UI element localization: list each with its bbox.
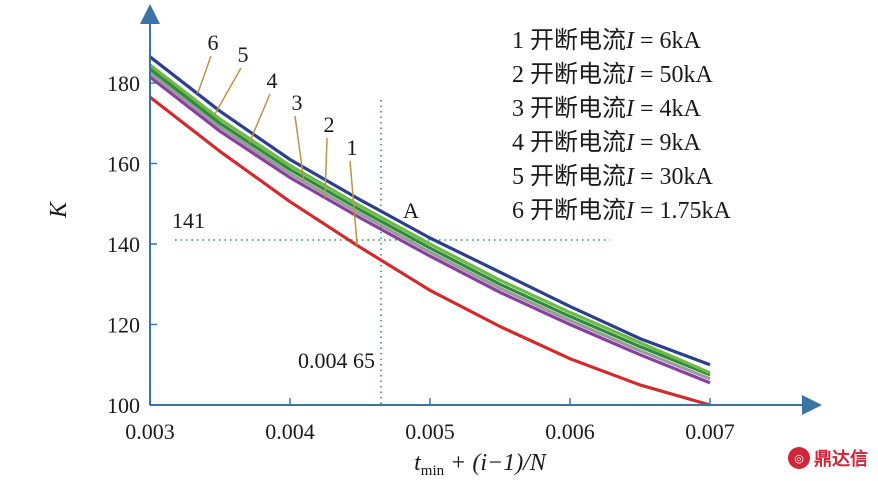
legend-item-2: 2 开断电流I = 50kA [512, 61, 714, 88]
curve-label-6: 6 [208, 30, 219, 55]
legend-item-6: 6 开断电流I = 1.75kA [512, 197, 732, 224]
y-tick-label: 160 [107, 152, 140, 177]
curve-label-3: 3 [292, 90, 303, 115]
x-tick-label: 0.004 [265, 419, 315, 444]
y-axis-title: K [46, 200, 72, 219]
legend-item-3: 3 开断电流I = 4kA [512, 95, 702, 122]
ref-y-label: 141 [172, 208, 205, 233]
legend-item-5: 5 开断电流I = 30kA [512, 163, 714, 190]
watermark-text: 鼎达信 [814, 449, 868, 470]
curve-leader-5 [213, 67, 242, 116]
watermark-logo-icon: ◎ [788, 447, 810, 469]
curve-label-1: 1 [347, 135, 358, 160]
legend-item-4: 4 开断电流I = 9kA [512, 129, 702, 156]
curve-leader-6 [196, 55, 212, 95]
series-4-line [149, 67, 711, 377]
point-a-label: A [403, 198, 419, 223]
x-tick-label: 0.003 [125, 419, 175, 444]
watermark: ◎ 鼎达信 [788, 445, 868, 471]
series-5-line [149, 63, 711, 375]
y-tick-label: 120 [107, 313, 140, 338]
curve-leader-2 [324, 137, 328, 198]
series-1-line [149, 95, 711, 407]
curve-leader-1 [349, 160, 358, 246]
curve-label-4: 4 [267, 68, 278, 93]
x-tick-label: 0.006 [545, 419, 595, 444]
ref-x-label: 0.004 65 [298, 348, 375, 373]
curve-label-2: 2 [324, 112, 335, 137]
x-tick-label: 0.007 [685, 419, 735, 444]
y-tick-label: 100 [107, 393, 140, 418]
legend-item-1: 1 开断电流I = 6kA [512, 27, 702, 54]
series-3-line [149, 71, 711, 381]
curve-leader-4 [248, 93, 271, 143]
y-tick-label: 140 [107, 232, 140, 257]
series-2-line [149, 75, 711, 385]
curve-label-5: 5 [238, 42, 249, 67]
y-tick-label: 180 [107, 71, 140, 96]
series-6-line [149, 55, 711, 367]
curve-leader-3 [294, 115, 305, 182]
x-axis-title: tmin + (i−1)/N [414, 450, 548, 479]
x-tick-label: 0.005 [405, 419, 455, 444]
